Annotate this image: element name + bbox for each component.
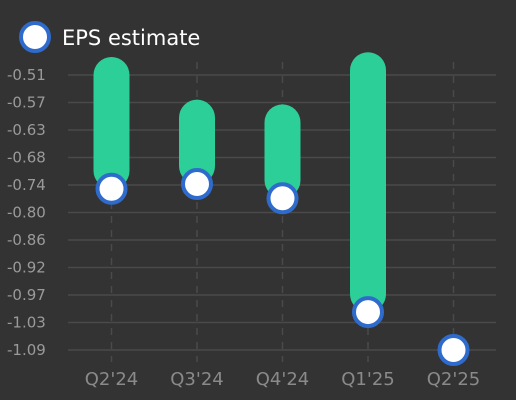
range-bar <box>93 57 130 189</box>
x-tick-label: Q4'24 <box>256 369 309 390</box>
x-tick-label: Q2'25 <box>427 369 480 390</box>
y-tick-label: -0.86 <box>7 231 46 249</box>
y-tick-label: -0.74 <box>7 176 46 194</box>
y-tick-label: -0.92 <box>7 259 46 277</box>
range-bar <box>264 104 301 199</box>
axis-layer: -0.51 -0.57 -0.63 -0.68 -0.74 -0.80 -0.86 -0.92… <box>7 66 480 390</box>
y-tick-label: -0.63 <box>7 121 46 139</box>
y-tick-label: -0.51 <box>7 66 46 84</box>
y-tick-label: -0.68 <box>7 149 46 167</box>
eps-estimate-point <box>266 182 299 215</box>
y-tick-label: -1.03 <box>7 314 46 332</box>
x-tick-label: Q1'25 <box>341 369 394 390</box>
x-tick-label: Q3'24 <box>170 369 223 390</box>
legend-label: EPS estimate <box>62 26 200 50</box>
y-tick-label: -0.80 <box>7 204 46 222</box>
eps-estimate-point <box>95 172 128 205</box>
y-tick-label: -1.09 <box>7 341 46 359</box>
eps-estimate-point <box>437 334 470 366</box>
legend-marker <box>19 21 51 53</box>
x-tick-label: Q2'24 <box>85 369 138 390</box>
y-tick-label: -0.97 <box>7 286 46 304</box>
bar-layer <box>93 52 386 313</box>
legend: EPS estimate <box>19 21 200 53</box>
range-bar <box>179 99 215 185</box>
eps-estimate-point <box>181 168 213 201</box>
marker-layer <box>95 168 470 366</box>
range-bar <box>350 52 386 313</box>
y-tick-label: -0.57 <box>7 94 46 112</box>
eps-estimate-point <box>352 296 384 329</box>
